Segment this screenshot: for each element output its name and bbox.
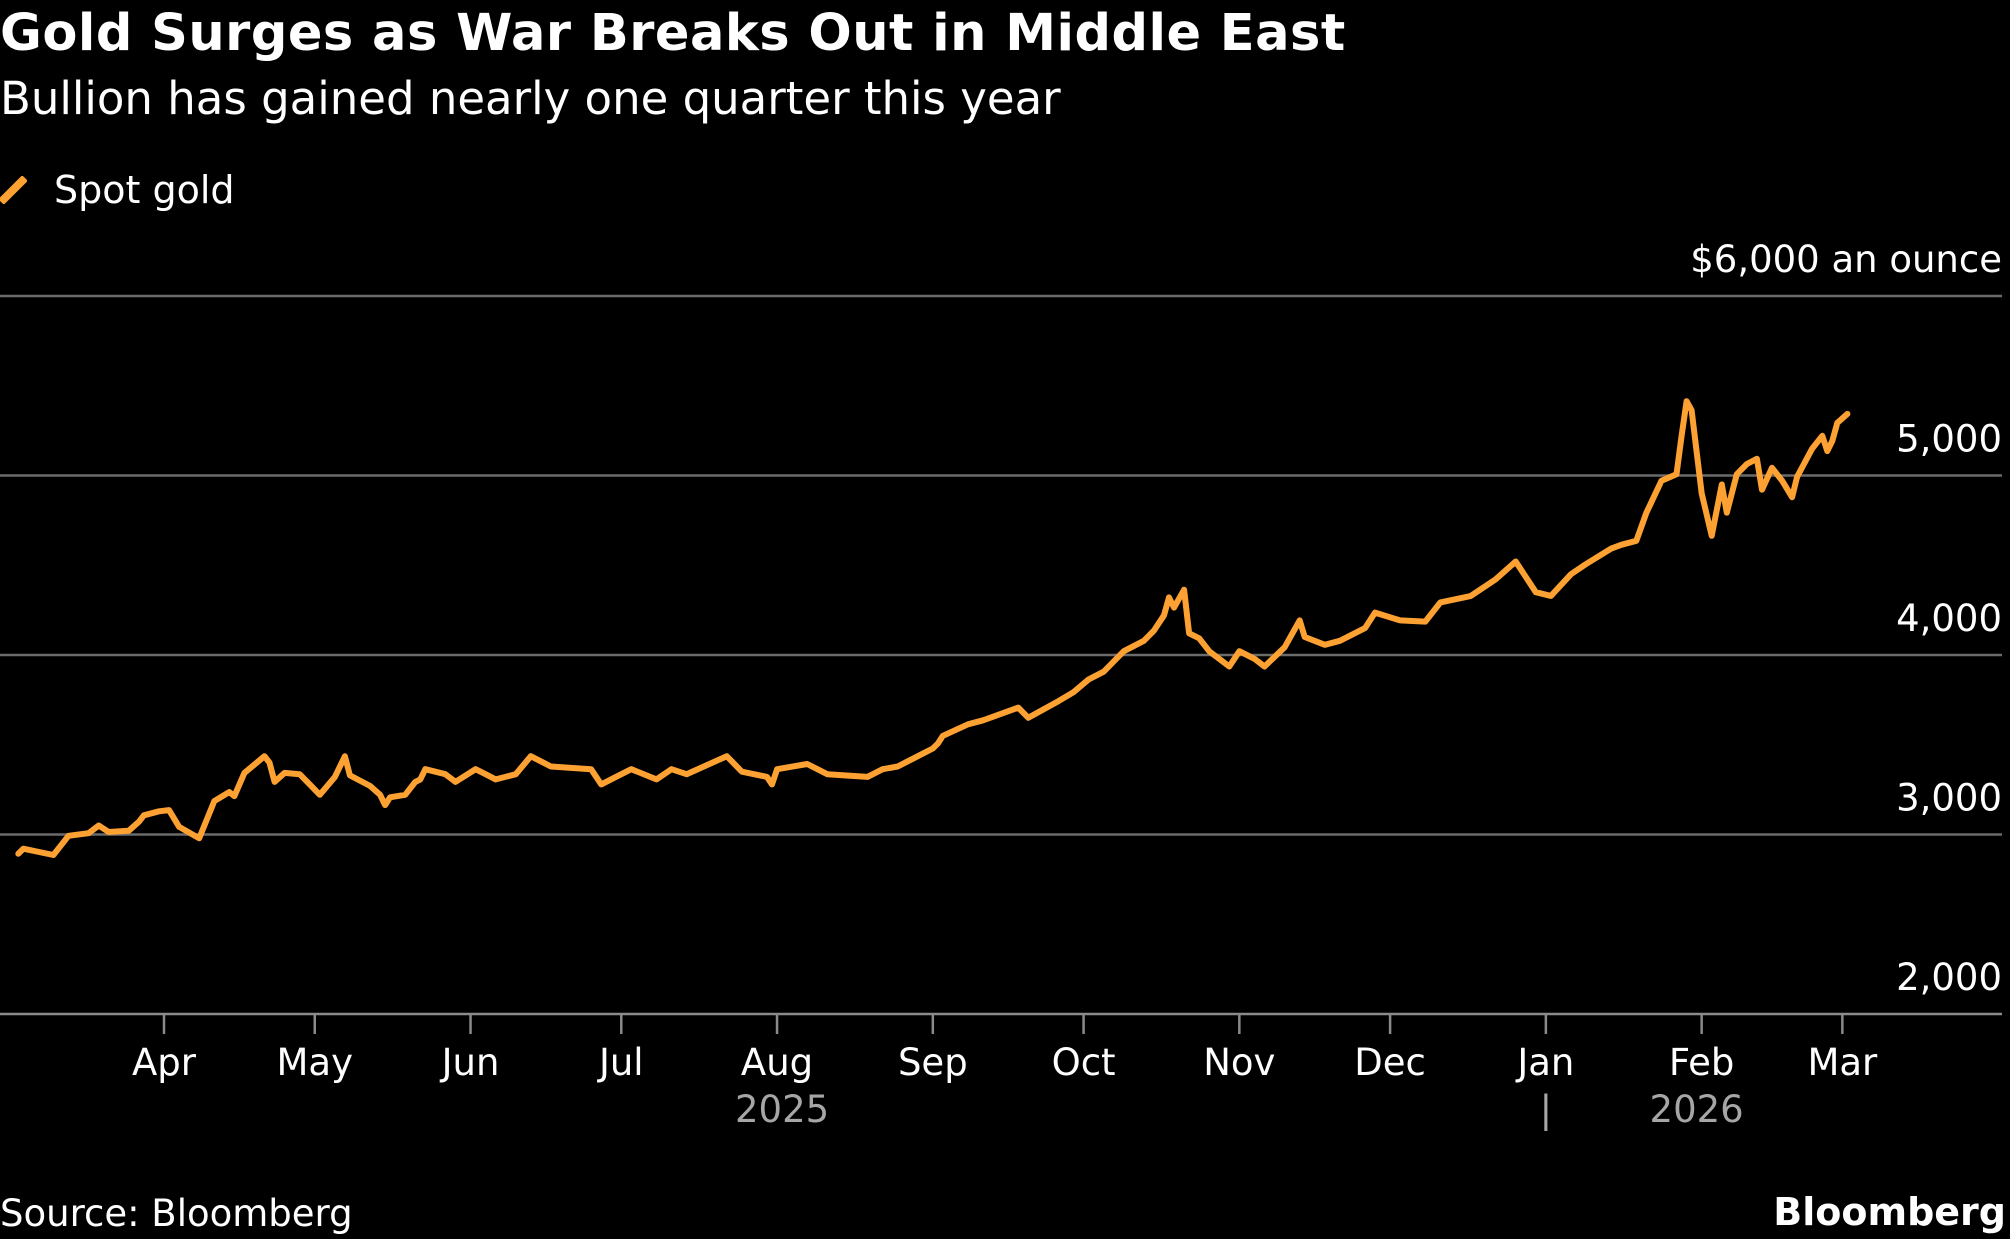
- y-tick-label: 5,000: [1896, 418, 2002, 461]
- x-tick-label: Feb: [1669, 1041, 1735, 1084]
- x-tick-label: Sep: [898, 1041, 968, 1084]
- x-tick-label: Aug: [741, 1041, 813, 1084]
- legend: Spot gold: [0, 168, 235, 212]
- legend-label-spot-gold: Spot gold: [54, 168, 235, 212]
- year-label: 2026: [1650, 1088, 1744, 1131]
- x-tick-label: Jul: [597, 1041, 644, 1084]
- chart-subtitle: Bullion has gained nearly one quarter th…: [0, 72, 1061, 125]
- x-tick-label: May: [277, 1041, 354, 1084]
- x-tick-label: Nov: [1203, 1041, 1275, 1084]
- y-tick-label: 4,000: [1896, 597, 2002, 640]
- x-tick-label: Oct: [1052, 1041, 1116, 1084]
- x-tick-label: Jun: [440, 1041, 500, 1084]
- x-tick-label: Apr: [132, 1041, 197, 1084]
- year-label: 2025: [735, 1088, 829, 1131]
- x-tick-label: Mar: [1807, 1041, 1878, 1084]
- y-tick-label: 2,000: [1896, 956, 2002, 999]
- x-tick-label: Jan: [1515, 1041, 1574, 1084]
- source-note: Source: Bloomberg: [0, 1192, 353, 1235]
- year-label: |: [1540, 1088, 1552, 1131]
- bloomberg-logo: Bloomberg: [1773, 1190, 2006, 1234]
- series-line-spot-gold: [15, 398, 1851, 858]
- y-axis-unit-label: $6,000 an ounce: [1690, 238, 2002, 281]
- chart-title: Gold Surges as War Breaks Out in Middle …: [0, 4, 1346, 63]
- y-tick-label: 3,000: [1896, 777, 2002, 820]
- x-tick-label: Dec: [1354, 1041, 1426, 1084]
